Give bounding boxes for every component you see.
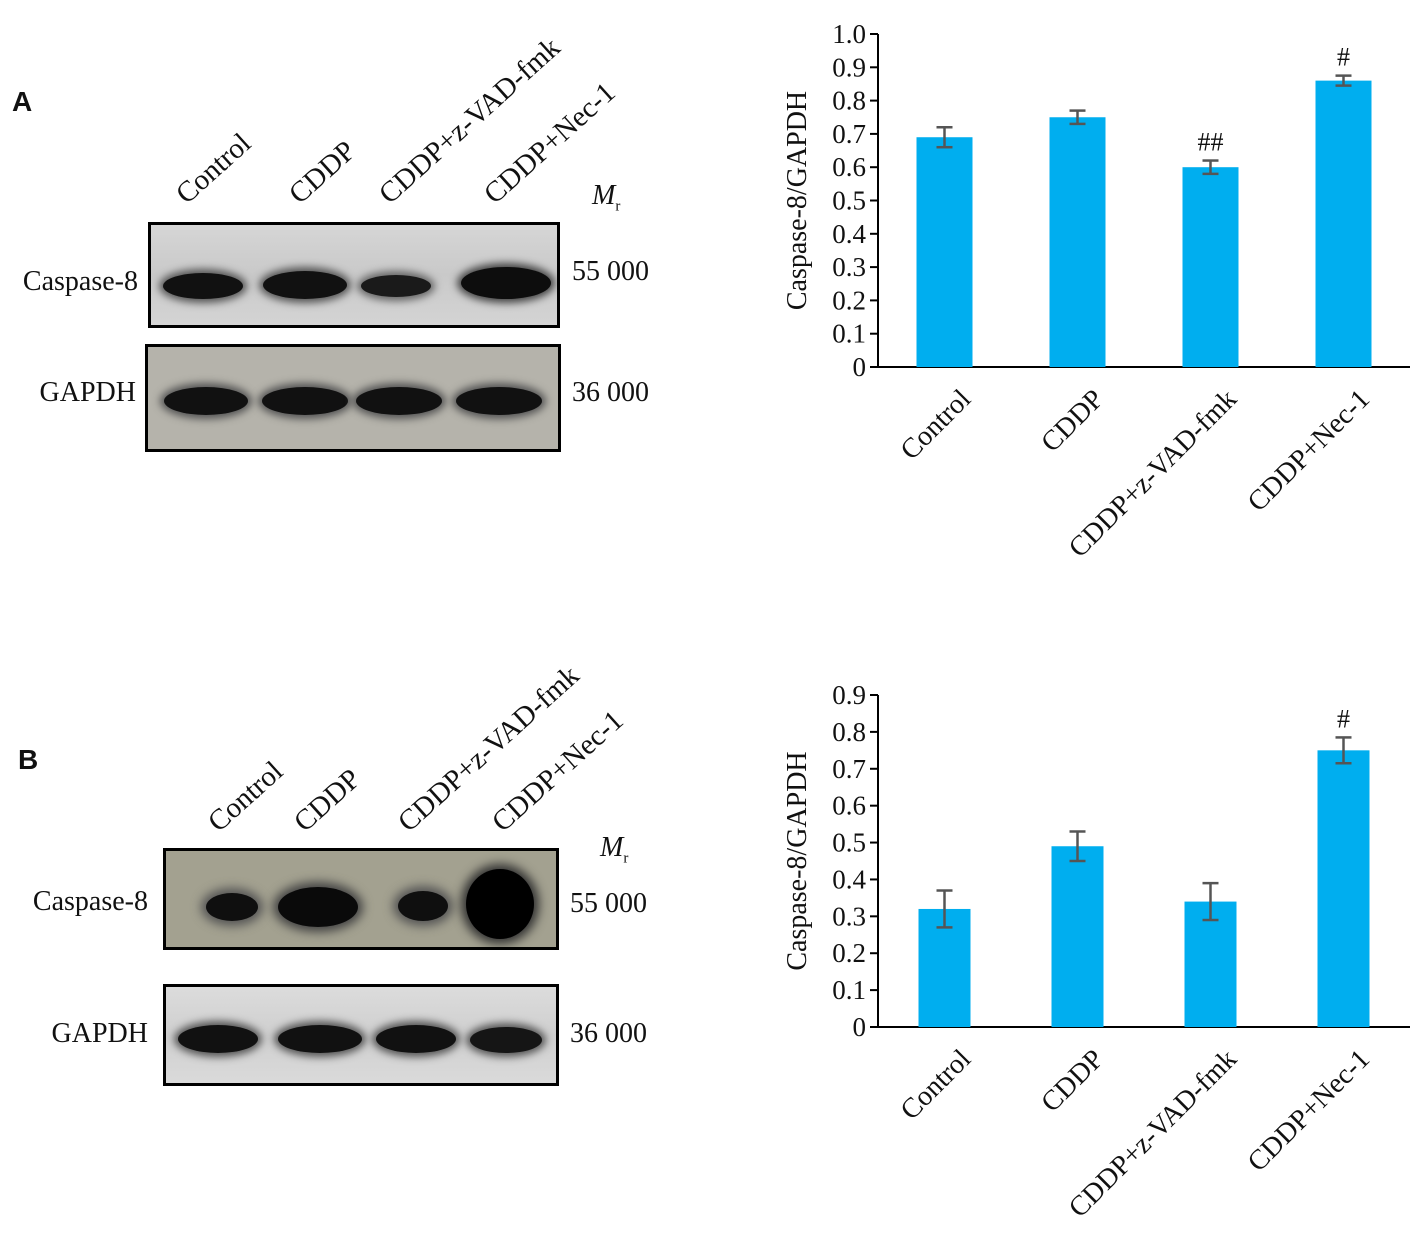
y-tick-label: 0.6 [832,791,866,821]
blot-caspase8 [148,222,560,328]
significance-mark: # [1337,43,1350,72]
y-tick-label: 0 [853,1012,867,1042]
band [262,387,348,415]
y-tick-label: 0.1 [832,975,866,1005]
y-tick-label: 0.7 [832,119,866,149]
band [163,273,243,299]
panel-label-a: A [12,86,33,117]
mw-label-gapdh: 36 000 [570,1018,647,1049]
band [466,869,534,939]
y-tick-label: 0.4 [832,219,866,249]
bar [1184,901,1237,1027]
band [356,387,442,415]
bar [1315,80,1372,368]
bar [1182,167,1239,367]
mr-label: Mr [600,832,629,867]
blot-gapdh [163,984,559,1086]
x-tick-label: Control [895,1043,978,1126]
y-tick-label: 0.8 [832,717,866,747]
band [263,271,347,299]
y-tick-label: 0.9 [832,52,866,82]
y-tick-label: 0.3 [832,252,866,282]
band [278,1025,362,1053]
significance-mark: # [1337,704,1350,733]
x-tick-label: CDDP [1035,1044,1110,1119]
band [470,1027,542,1053]
y-tick-label: 0.4 [832,864,866,894]
band [178,1025,258,1053]
mw-label-caspase8: 55 000 [572,256,649,287]
band [164,387,248,415]
blot-caspase8 [163,848,559,950]
y-axis-label: Caspase-8/GAPDH [782,751,813,970]
y-tick-label: 0.8 [832,86,866,116]
y-tick-label: 1.0 [832,19,866,49]
bar [1049,117,1106,367]
band [461,267,551,299]
x-tick-label: CDDP+Nec-1 [1242,1044,1376,1178]
significance-mark: ## [1198,128,1224,157]
band [206,893,258,921]
mr-label: Mr [592,180,621,215]
y-tick-label: 0 [853,352,867,382]
band [398,891,448,921]
y-axis-label: Caspase-8/GAPDH [782,91,813,310]
blot-gapdh [145,344,561,452]
band [376,1025,456,1053]
y-tick-label: 0.9 [832,680,866,710]
y-tick-label: 0.1 [832,319,866,349]
y-tick-label: 0.3 [832,901,866,931]
row-label-caspase8: Caspase-8 [22,266,138,297]
panel-label-b: B [18,744,39,775]
mw-label-gapdh: 36 000 [572,377,649,408]
row-label-gapdh: GAPDH [39,377,136,408]
y-tick-label: 0.5 [832,828,866,858]
bar [1317,750,1370,1027]
y-tick-label: 0.6 [832,152,866,182]
band [278,887,358,927]
row-label-gapdh: GAPDH [51,1018,148,1049]
band [361,275,431,297]
y-tick-label: 0.7 [832,754,866,784]
y-tick-label: 0.2 [832,938,866,968]
bar [1051,846,1104,1027]
row-label-caspase8: Caspase-8 [32,886,148,917]
y-tick-label: 0.2 [832,285,866,315]
mw-label-caspase8: 55 000 [570,888,647,919]
y-tick-label: 0.5 [832,186,866,216]
bar-chart-a: 00.1 0.20.30.40.5 0.60.70.8 0.91.0 Caspase-8… [782,19,1410,564]
bar [916,137,973,367]
band [456,387,542,415]
